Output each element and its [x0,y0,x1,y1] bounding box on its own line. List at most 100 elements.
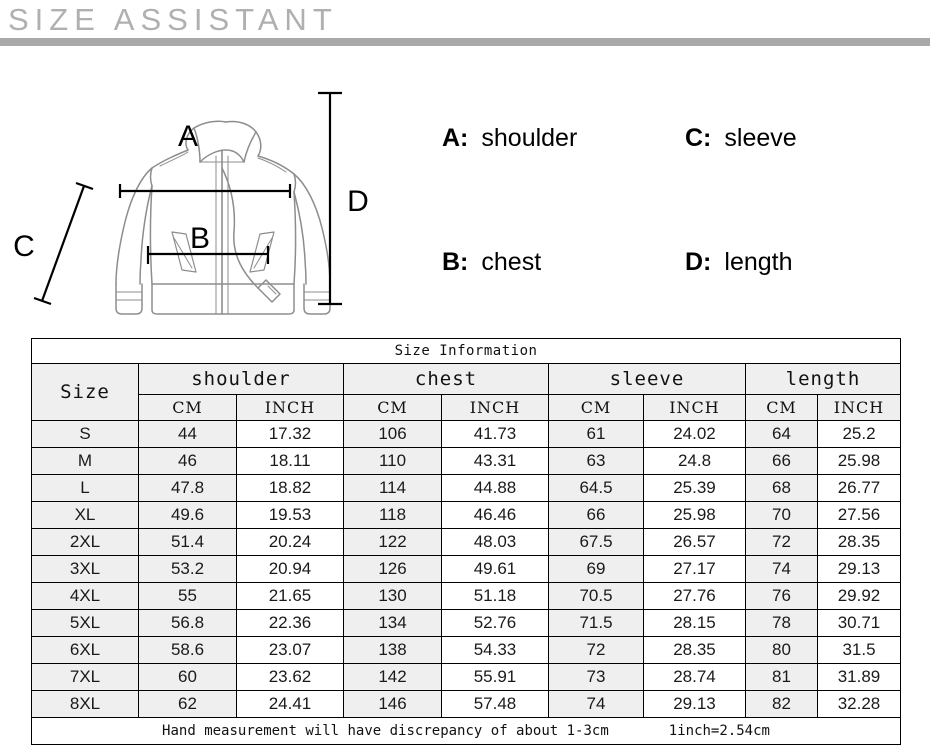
table-row: 6XL 58.6 23.07 138 54.33 72 28.35 80 31.5 [31,636,901,664]
cell-sleeve-cm: 69 [548,555,644,583]
cell-sleeve-inch: 24.02 [643,420,746,448]
cell-length-inch: 25.98 [817,447,901,475]
cell-sleeve-cm: 64.5 [548,474,644,502]
legend-value-a: shoulder [481,124,578,152]
cell-size: M [31,447,139,475]
cell-chest-cm: 126 [343,555,442,583]
cell-sleeve-cm: 61 [548,420,644,448]
cell-shoulder-cm: 56.8 [138,609,237,637]
cell-chest-cm: 106 [343,420,442,448]
cell-length-inch: 29.92 [817,582,901,610]
cell-length-cm: 74 [745,555,818,583]
cell-length-cm: 81 [745,663,818,691]
marker-label-c: C [13,230,35,263]
cell-size: 8XL [31,690,139,718]
cell-shoulder-inch: 18.82 [236,474,344,502]
table-row: 4XL 55 21.65 130 51.18 70.5 27.76 76 29.92 [31,582,901,610]
cell-length-inch: 29.13 [817,555,901,583]
legend-item-chest: B: chest [442,248,541,277]
cell-shoulder-cm: 60 [138,663,237,691]
cell-chest-cm: 142 [343,663,442,691]
cell-size: 6XL [31,636,139,664]
cell-sleeve-cm: 74 [548,690,644,718]
table-row: S 44 17.32 106 41.73 61 24.02 64 25.2 [31,420,901,448]
cell-chest-cm: 118 [343,501,442,529]
page-header: SIZE ASSISTANT [0,0,930,48]
legend-item-sleeve: C: sleeve [685,124,797,153]
cell-length-inch: 26.77 [817,474,901,502]
table-header: Size Information Size shoulder chest sle… [31,338,901,421]
footer-cell: Hand measurement will have discrepancy o… [31,717,901,745]
cell-length-inch: 30.71 [817,609,901,637]
cell-chest-inch: 46.46 [441,501,549,529]
cell-shoulder-inch: 18.11 [236,447,344,475]
legend-item-length: D: length [685,248,793,277]
column-group-length: length [745,363,901,395]
cell-length-cm: 80 [745,636,818,664]
cell-sleeve-inch: 25.39 [643,474,746,502]
cell-shoulder-inch: 17.32 [236,420,344,448]
cell-sleeve-cm: 66 [548,501,644,529]
cell-chest-inch: 44.88 [441,474,549,502]
cell-shoulder-inch: 22.36 [236,609,344,637]
table-footer-row: Hand measurement will have discrepancy o… [31,717,901,745]
cell-shoulder-inch: 23.62 [236,663,344,691]
column-group-sleeve: sleeve [548,363,746,395]
table-unit-header-row: CM INCH CM INCH CM INCH CM INCH [32,394,901,421]
table-row: 5XL 56.8 22.36 134 52.76 71.5 28.15 78 30.71 [31,609,901,637]
cell-shoulder-cm: 53.2 [138,555,237,583]
cell-shoulder-cm: 55 [138,582,237,610]
cell-chest-cm: 134 [343,609,442,637]
cell-sleeve-inch: 27.76 [643,582,746,610]
cell-length-inch: 31.5 [817,636,901,664]
cell-length-cm: 66 [745,447,818,475]
cell-shoulder-inch: 24.41 [236,690,344,718]
cell-sleeve-cm: 70.5 [548,582,644,610]
footer-conversion: 1inch=2.54cm [668,723,770,739]
cell-chest-inch: 54.33 [441,636,549,664]
table-row: 8XL 62 24.41 146 57.48 74 29.13 82 32.28 [31,690,901,718]
cell-chest-inch: 52.76 [441,609,549,637]
unit-header-shoulder-cm: CM [138,394,237,421]
cell-shoulder-inch: 23.07 [236,636,344,664]
unit-header-shoulder-inch: INCH [236,394,344,421]
size-information-table-wrapper: Size Information Size shoulder chest sle… [31,338,901,745]
table-row: 3XL 53.2 20.94 126 49.61 69 27.17 74 29.13 [31,555,901,583]
table-row: 7XL 60 23.62 142 55.91 73 28.74 81 31.89 [31,663,901,691]
cell-length-inch: 31.89 [817,663,901,691]
cell-length-cm: 82 [745,690,818,718]
legend-value-b: chest [481,248,542,276]
cell-sleeve-cm: 73 [548,663,644,691]
legend-key-b: B: [442,248,469,276]
cell-sleeve-inch: 25.98 [643,501,746,529]
marker-label-a: A [178,120,198,153]
cell-sleeve-inch: 24.8 [643,447,746,475]
cell-shoulder-cm: 47.8 [138,474,237,502]
cell-chest-cm: 114 [343,474,442,502]
cell-length-inch: 32.28 [817,690,901,718]
column-group-shoulder: shoulder [138,363,344,395]
cell-size: 3XL [31,555,139,583]
legend-value-d: length [724,248,793,276]
cell-length-inch: 27.56 [817,501,901,529]
page-title: SIZE ASSISTANT [8,2,338,37]
cell-sleeve-cm: 67.5 [548,528,644,556]
cell-length-cm: 72 [745,528,818,556]
legend-key-c: C: [685,124,712,152]
cell-size: S [31,420,139,448]
dimension-line-c [40,185,86,302]
cell-chest-cm: 130 [343,582,442,610]
cell-chest-cm: 122 [343,528,442,556]
cell-length-inch: 25.2 [817,420,901,448]
marker-label-d: D [347,185,369,218]
cell-sleeve-inch: 29.13 [643,690,746,718]
cell-size: 5XL [31,609,139,637]
column-group-chest: chest [343,363,549,395]
cell-sleeve-inch: 28.74 [643,663,746,691]
cell-chest-cm: 146 [343,690,442,718]
cell-length-cm: 70 [745,501,818,529]
cell-sleeve-inch: 26.57 [643,528,746,556]
table-footer: Hand measurement will have discrepancy o… [31,717,901,745]
cell-chest-inch: 55.91 [441,663,549,691]
cell-length-cm: 78 [745,609,818,637]
